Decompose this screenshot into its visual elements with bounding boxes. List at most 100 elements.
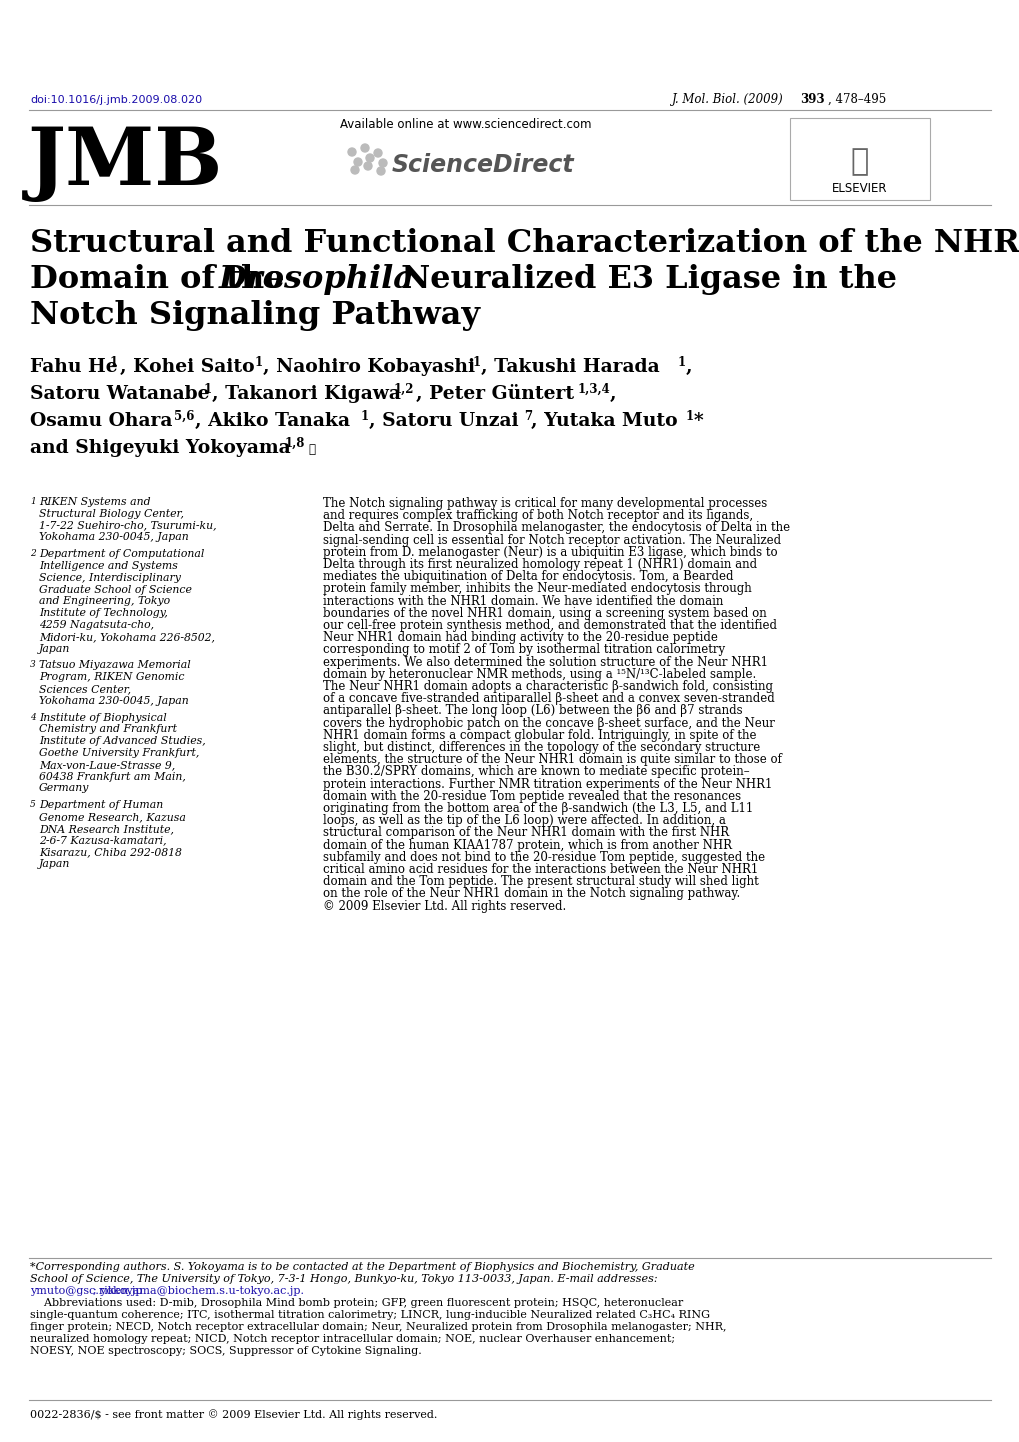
Text: , Kohei Saito: , Kohei Saito (120, 358, 255, 376)
Text: 1: 1 (255, 356, 263, 369)
Text: signal-sending cell is essential for Notch receptor activation. The Neuralized: signal-sending cell is essential for Not… (323, 534, 781, 547)
Text: critical amino acid residues for the interactions between the Neur NHR1: critical amino acid residues for the int… (323, 862, 757, 875)
Text: elements, the structure of the Neur NHR1 domain is quite similar to those of: elements, the structure of the Neur NHR1… (323, 753, 782, 766)
Text: Drosophila: Drosophila (219, 264, 415, 296)
Text: ScienceDirect: ScienceDirect (391, 153, 574, 177)
Text: *: * (693, 412, 703, 430)
Text: the B30.2/SPRY domains, which are known to mediate specific protein–: the B30.2/SPRY domains, which are known … (323, 766, 749, 779)
Text: Science, Interdisciplinary: Science, Interdisciplinary (39, 572, 180, 583)
Circle shape (361, 144, 369, 151)
Text: protein from D. melanogaster (Neur) is a ubiquitin E3 ligase, which binds to: protein from D. melanogaster (Neur) is a… (323, 547, 776, 559)
Text: Tatsuo Miyazawa Memorial: Tatsuo Miyazawa Memorial (39, 660, 191, 671)
Text: Genome Research, Kazusa: Genome Research, Kazusa (39, 812, 185, 822)
Text: 393: 393 (799, 92, 823, 107)
Text: Fahu He: Fahu He (30, 358, 117, 376)
Text: 1: 1 (361, 410, 369, 423)
Text: 60438 Frankfurt am Main,: 60438 Frankfurt am Main, (39, 771, 185, 782)
Text: Program, RIKEN Genomic: Program, RIKEN Genomic (39, 672, 184, 682)
Text: Available online at www.sciencedirect.com: Available online at www.sciencedirect.co… (339, 118, 591, 131)
Text: Intelligence and Systems: Intelligence and Systems (39, 561, 177, 571)
Text: Institute of Advanced Studies,: Institute of Advanced Studies, (39, 737, 206, 746)
Text: Kisarazu, Chiba 292-0818: Kisarazu, Chiba 292-0818 (39, 848, 181, 858)
Text: single-quantum coherence; ITC, isothermal titration calorimetry; LINCR, lung-ind: single-quantum coherence; ITC, isotherma… (30, 1309, 709, 1319)
Text: , Takanori Kigawa: , Takanori Kigawa (212, 385, 400, 402)
Text: 1-7-22 Suehiro-cho, Tsurumi-ku,: 1-7-22 Suehiro-cho, Tsurumi-ku, (39, 521, 216, 531)
Text: , Naohiro Kobayashi: , Naohiro Kobayashi (263, 358, 475, 376)
Text: Department of Human: Department of Human (39, 800, 163, 810)
Text: NOESY, NOE spectroscopy; SOCS, Suppressor of Cytokine Signaling.: NOESY, NOE spectroscopy; SOCS, Suppresso… (30, 1345, 421, 1355)
Text: Japan: Japan (39, 643, 70, 653)
Circle shape (377, 167, 384, 174)
Text: 1: 1 (678, 356, 686, 369)
Text: , Akiko Tanaka: , Akiko Tanaka (195, 412, 350, 430)
Text: slight, but distinct, differences in the topology of the secondary structure: slight, but distinct, differences in the… (323, 741, 759, 754)
Text: ,: , (609, 385, 616, 402)
Circle shape (351, 166, 359, 174)
Text: , Peter Güntert: , Peter Güntert (416, 385, 574, 402)
Text: domain by heteronuclear NMR methods, using a ¹⁵N/¹³C-labeled sample.: domain by heteronuclear NMR methods, usi… (323, 668, 755, 681)
Text: Goethe University Frankfurt,: Goethe University Frankfurt, (39, 748, 199, 758)
Text: 1: 1 (686, 410, 694, 423)
Text: Japan: Japan (39, 859, 70, 870)
Text: 1: 1 (110, 356, 118, 369)
Text: of a concave five-stranded antiparallel β-sheet and a convex seven-stranded: of a concave five-stranded antiparallel … (323, 692, 774, 705)
Text: 3: 3 (30, 660, 36, 669)
Text: 1,2: 1,2 (393, 384, 414, 397)
Text: , Satoru Unzai: , Satoru Unzai (369, 412, 518, 430)
Text: boundaries of the novel NHR1 domain, using a screening system based on: boundaries of the novel NHR1 domain, usi… (323, 607, 766, 620)
Text: 1: 1 (473, 356, 481, 369)
Text: 4259 Nagatsuta-cho,: 4259 Nagatsuta-cho, (39, 620, 154, 630)
Text: , 478–495: , 478–495 (827, 92, 886, 107)
Text: ; yokoyama@biochem.s.u-tokyo.ac.jp.: ; yokoyama@biochem.s.u-tokyo.ac.jp. (94, 1286, 304, 1296)
Text: Neur NHR1 domain had binding activity to the 20-residue peptide: Neur NHR1 domain had binding activity to… (323, 632, 717, 645)
Text: Chemistry and Frankfurt: Chemistry and Frankfurt (39, 724, 177, 734)
Text: and Engineering, Tokyo: and Engineering, Tokyo (39, 597, 170, 607)
Text: 7: 7 (524, 410, 532, 423)
Text: Institute of Technology,: Institute of Technology, (39, 609, 168, 619)
Text: *Corresponding authors. S. Yokoyama is to be contacted at the Department of Biop: *Corresponding authors. S. Yokoyama is t… (30, 1262, 694, 1272)
Text: Department of Computational: Department of Computational (39, 549, 204, 559)
Text: , Yutaka Muto: , Yutaka Muto (531, 412, 677, 430)
Circle shape (374, 149, 382, 157)
Text: finger protein; NECD, Notch receptor extracellular domain; Neur, Neuralized prot: finger protein; NECD, Notch receptor ext… (30, 1322, 726, 1332)
Text: corresponding to motif 2 of Tom by isothermal titration calorimetry: corresponding to motif 2 of Tom by isoth… (323, 643, 725, 656)
Text: ,: , (686, 358, 692, 376)
Bar (790, 118, 929, 200)
Text: and Shigeyuki Yokoyama: and Shigeyuki Yokoyama (30, 438, 290, 457)
Text: Abbreviations used: D-mib, Drosophila Mind bomb protein; GFP, green fluorescent : Abbreviations used: D-mib, Drosophila Mi… (30, 1298, 683, 1308)
Text: domain and the Tom peptide. The present structural study will shed light: domain and the Tom peptide. The present … (323, 875, 758, 888)
Text: Graduate School of Science: Graduate School of Science (39, 584, 192, 594)
Text: domain with the 20-residue Tom peptide revealed that the resonances: domain with the 20-residue Tom peptide r… (323, 790, 741, 803)
Text: DNA Research Institute,: DNA Research Institute, (39, 823, 174, 833)
Text: ymuto@gsc.riken.jp: ymuto@gsc.riken.jp (30, 1286, 143, 1296)
Circle shape (364, 162, 372, 170)
Text: covers the hydrophobic patch on the concave β-sheet surface, and the Neur: covers the hydrophobic patch on the conc… (323, 717, 774, 730)
Text: RIKEN Systems and: RIKEN Systems and (39, 497, 151, 508)
Text: Neuralized E3 Ligase in the: Neuralized E3 Ligase in the (389, 264, 896, 296)
Text: neuralized homology repeat; NICD, Notch receptor intracellular domain; NOE, nucl: neuralized homology repeat; NICD, Notch … (30, 1334, 675, 1344)
Text: 4: 4 (30, 712, 36, 721)
Text: Germany: Germany (39, 783, 90, 793)
Text: protein interactions. Further NMR titration experiments of the Neur NHR1: protein interactions. Further NMR titrat… (323, 777, 771, 790)
Text: Institute of Biophysical: Institute of Biophysical (39, 712, 166, 722)
Text: Osamu Ohara: Osamu Ohara (30, 412, 172, 430)
Text: interactions with the NHR1 domain. We have identified the domain: interactions with the NHR1 domain. We ha… (323, 594, 722, 607)
Circle shape (379, 159, 386, 167)
Text: antiparallel β-sheet. The long loop (L6) between the β6 and β7 strands: antiparallel β-sheet. The long loop (L6)… (323, 704, 742, 718)
Text: J. Mol. Biol. (2009): J. Mol. Biol. (2009) (672, 92, 787, 107)
Text: originating from the bottom area of the β-sandwich (the L3, L5, and L11: originating from the bottom area of the … (323, 802, 752, 815)
Text: mediates the ubiquitination of Delta for endocytosis. Tom, a Bearded: mediates the ubiquitination of Delta for… (323, 570, 733, 583)
Text: 1: 1 (30, 497, 36, 506)
Text: The Notch signaling pathway is critical for many developmental processes: The Notch signaling pathway is critical … (323, 497, 766, 510)
Text: Sciences Center,: Sciences Center, (39, 684, 131, 694)
Text: , Takushi Harada: , Takushi Harada (481, 358, 659, 376)
Text: Yokohama 230-0045, Japan: Yokohama 230-0045, Japan (39, 532, 189, 542)
Text: ⋆: ⋆ (308, 443, 315, 456)
Text: 0022-2836/$ - see front matter © 2009 Elsevier Ltd. All rights reserved.: 0022-2836/$ - see front matter © 2009 El… (30, 1409, 437, 1420)
Text: 1: 1 (204, 384, 212, 397)
Text: ELSEVIER: ELSEVIER (832, 182, 887, 195)
Text: on the role of the Neur NHR1 domain in the Notch signaling pathway.: on the role of the Neur NHR1 domain in t… (323, 887, 740, 900)
Text: Midori-ku, Yokohama 226-8502,: Midori-ku, Yokohama 226-8502, (39, 632, 215, 642)
Text: and requires complex trafficking of both Notch receptor and its ligands,: and requires complex trafficking of both… (323, 509, 752, 522)
Text: © 2009 Elsevier Ltd. All rights reserved.: © 2009 Elsevier Ltd. All rights reserved… (323, 900, 566, 913)
